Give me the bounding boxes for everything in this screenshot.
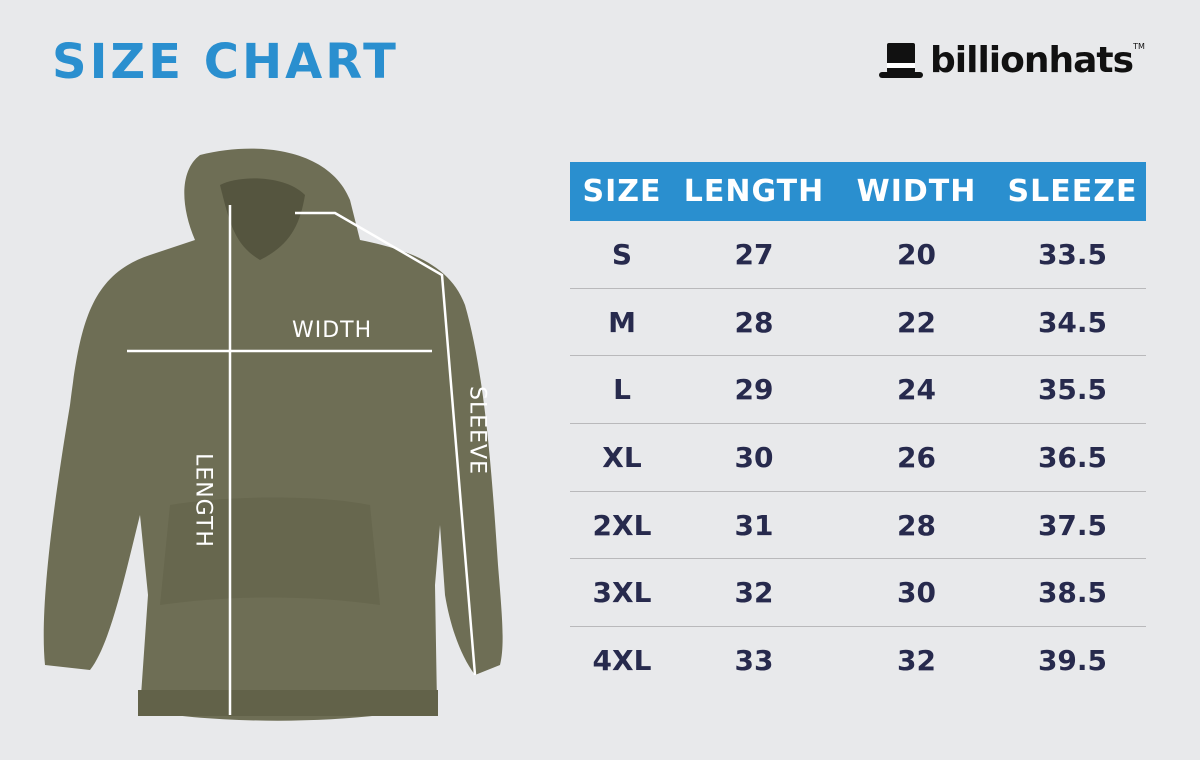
table-row: M 28 22 34.5 — [570, 289, 1146, 357]
width-label: WIDTH — [292, 318, 373, 343]
cell-size: M — [608, 305, 636, 339]
cell-sleeve: 35.5 — [1037, 373, 1108, 407]
cell-width: 24 — [897, 373, 936, 407]
table-row: XL 30 26 36.5 — [570, 424, 1146, 492]
cell-sleeve: 37.5 — [1037, 508, 1108, 542]
cell-width: 26 — [897, 440, 936, 474]
hoodie-illustration — [43, 148, 503, 721]
hoodie-body — [43, 148, 503, 721]
table-row: 3XL 32 30 38.5 — [570, 559, 1146, 628]
brand-logo: billionhats TM — [878, 40, 1145, 81]
cell-sleeve: 38.5 — [1037, 576, 1108, 610]
cell-width: 32 — [897, 644, 936, 678]
table-row: L 29 24 35.5 — [570, 356, 1146, 425]
header-width: WIDTH — [856, 174, 977, 209]
cell-length: 27 — [734, 237, 774, 271]
cell-size: 3XL — [592, 576, 652, 610]
cell-width: 22 — [897, 305, 936, 339]
size-table: SIZE LENGTH WIDTH SLEEZE S 27 20 33.5 M 28 22 3… — [570, 162, 1146, 695]
cell-size: 2XL — [592, 508, 652, 542]
page-title: SIZE CHART — [52, 34, 399, 90]
cell-length: 32 — [734, 576, 774, 610]
table-row: 4XL 33 32 39.5 — [570, 627, 1146, 695]
top-hat-icon — [879, 42, 923, 78]
sleeve-label: SLEEVE — [464, 386, 490, 475]
cell-length: 30 — [734, 440, 774, 474]
sleeve-measure-line — [295, 211, 477, 676]
header-size: SIZE — [582, 174, 662, 209]
table-row: S 27 20 33.5 — [570, 221, 1146, 289]
cell-size: XL — [602, 440, 642, 474]
cell-width: 28 — [897, 508, 936, 542]
cell-sleeve: 36.5 — [1037, 440, 1108, 474]
cell-length: 29 — [734, 373, 774, 407]
header-length: LENGTH — [683, 174, 825, 209]
cell-length: 31 — [734, 508, 774, 542]
brand-name: billionhats — [930, 40, 1134, 81]
cell-size: L — [613, 373, 631, 407]
header-sleeve: SLEEZE — [1007, 174, 1138, 209]
cell-sleeve: 34.5 — [1037, 305, 1108, 339]
length-label: LENGTH — [190, 453, 216, 548]
cell-sleeve: 39.5 — [1037, 644, 1108, 678]
cell-size: 4XL — [592, 644, 652, 678]
cell-size: S — [611, 237, 633, 271]
trademark: TM — [1133, 42, 1145, 51]
table-row: 2XL 31 28 37.5 — [570, 492, 1146, 560]
cell-length: 28 — [734, 305, 774, 339]
table-header: SIZE LENGTH WIDTH SLEEZE — [570, 162, 1146, 221]
cell-width: 30 — [897, 576, 936, 610]
cell-sleeve: 33.5 — [1037, 237, 1108, 271]
cell-length: 33 — [734, 644, 774, 678]
cell-width: 20 — [897, 237, 936, 271]
